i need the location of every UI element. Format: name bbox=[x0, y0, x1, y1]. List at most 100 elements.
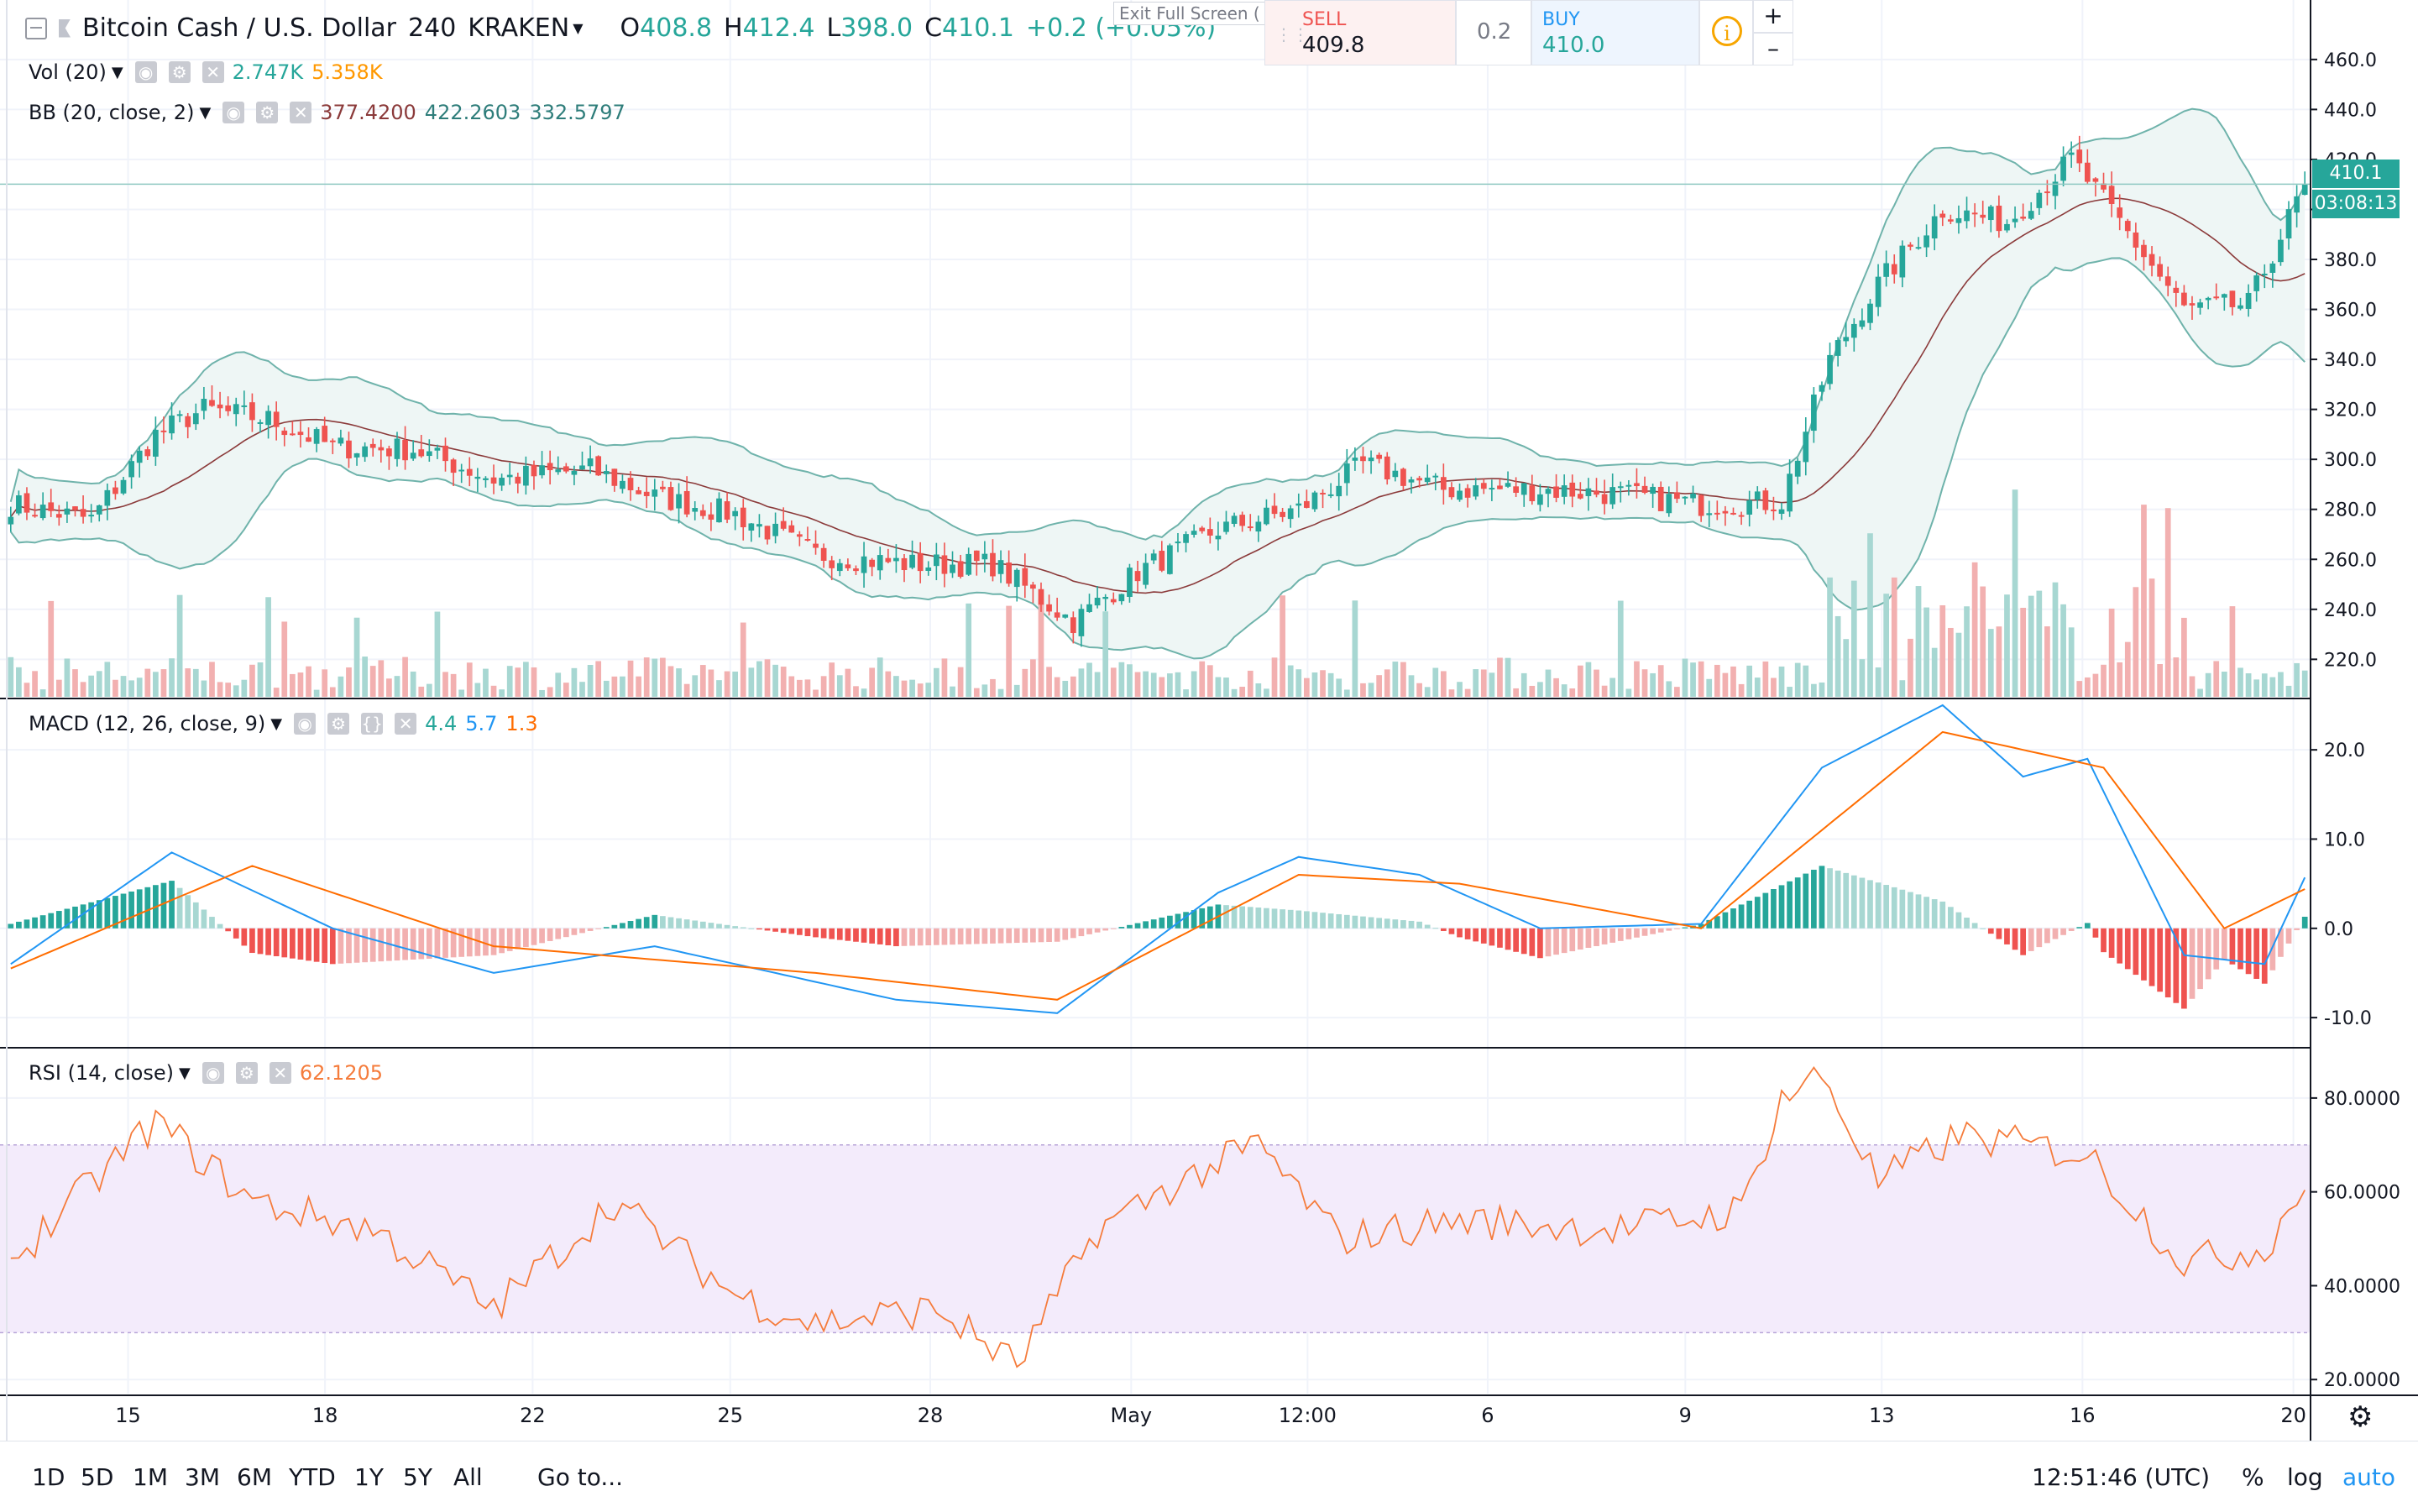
range-button-3m[interactable]: 3M bbox=[185, 1463, 220, 1491]
drag-handle-icon[interactable]: ⋮⋮ bbox=[1275, 24, 1309, 44]
volume-bar bbox=[1819, 682, 1825, 697]
macd-histogram-bar bbox=[8, 923, 14, 929]
eye-icon[interactable]: ◉ bbox=[202, 1062, 224, 1084]
macd-legend[interactable]: MACD (12, 26, close, 9) ▼ ◉ ⚙ {} ✕ 4.4 5.7 1… bbox=[29, 712, 538, 735]
vol-legend[interactable]: Vol (20) ▼ ◉ ⚙ ✕ 2.747K 5.358K bbox=[29, 60, 383, 84]
percent-toggle[interactable]: % bbox=[2242, 1463, 2264, 1491]
macd-histogram-bar bbox=[241, 928, 248, 946]
zoom-in-button[interactable]: + bbox=[1753, 0, 1793, 33]
gear-icon[interactable]: ⚙ bbox=[327, 713, 350, 735]
macd-histogram-bar bbox=[32, 917, 38, 929]
range-button-5d[interactable]: 5D bbox=[81, 1463, 114, 1491]
candle-body bbox=[1601, 494, 1608, 505]
candle-body bbox=[2164, 276, 2171, 286]
volume-bar bbox=[2052, 582, 2059, 697]
candle-body bbox=[265, 411, 271, 426]
y-tick-label: 440.0 bbox=[2324, 100, 2377, 121]
candle-body bbox=[1923, 235, 1929, 248]
buy-button[interactable]: BUY 410.0 bbox=[1531, 0, 1699, 65]
macd-histogram-bar bbox=[603, 927, 610, 929]
auto-toggle[interactable]: auto bbox=[2342, 1463, 2396, 1491]
plus-icon: + bbox=[1763, 2, 1783, 29]
candle-body bbox=[1038, 589, 1044, 605]
candle-body bbox=[957, 561, 964, 578]
range-button-1d[interactable]: 1D bbox=[32, 1463, 65, 1491]
chevron-down-icon[interactable]: ▼ bbox=[270, 714, 283, 733]
exchange[interactable]: KRAKEN bbox=[468, 13, 570, 43]
candle-body bbox=[716, 498, 722, 523]
close-icon[interactable]: ✕ bbox=[269, 1062, 291, 1084]
volume-bar bbox=[531, 667, 537, 697]
macd-histogram-bar bbox=[2108, 928, 2115, 958]
chevron-down-icon[interactable]: ▼ bbox=[573, 20, 584, 36]
close-icon[interactable]: ✕ bbox=[395, 713, 417, 735]
volume-bar bbox=[378, 660, 385, 697]
macd-histogram-bar bbox=[281, 928, 288, 958]
log-toggle[interactable]: log bbox=[2287, 1463, 2323, 1491]
volume-bar bbox=[1520, 672, 1527, 697]
volume-bar bbox=[1617, 600, 1624, 697]
chevron-down-icon[interactable]: ▼ bbox=[178, 1064, 191, 1082]
x-tick-label: 16 bbox=[2070, 1404, 2096, 1427]
rsi-y-tick-label: 20.0000 bbox=[2324, 1370, 2400, 1391]
macd-histogram-bar bbox=[2060, 928, 2066, 935]
macd-histogram-bar bbox=[192, 902, 199, 929]
candle-body bbox=[1827, 354, 1833, 385]
chevron-down-icon[interactable]: ▼ bbox=[111, 63, 123, 81]
range-button-all[interactable]: All bbox=[453, 1463, 483, 1491]
candle-body bbox=[96, 505, 102, 515]
range-button-ytd[interactable]: YTD bbox=[289, 1463, 336, 1491]
close-icon[interactable]: ✕ bbox=[202, 61, 224, 83]
gear-icon[interactable]: ⚙ bbox=[168, 61, 191, 83]
volume-bar bbox=[1698, 661, 1704, 697]
volume-bar bbox=[1875, 667, 1882, 697]
info-button[interactable]: i bbox=[1699, 0, 1753, 65]
braces-icon[interactable]: {} bbox=[361, 713, 384, 735]
volume-bar bbox=[1883, 594, 1890, 697]
bar-countdown: 03:08:13 bbox=[2312, 190, 2400, 218]
candle-body bbox=[539, 465, 545, 476]
range-button-6m[interactable]: 6M bbox=[237, 1463, 272, 1491]
macd-histogram-bar bbox=[2285, 928, 2292, 944]
volume-bar bbox=[233, 685, 239, 697]
goto-button[interactable]: Go to... bbox=[537, 1463, 624, 1491]
volume-bar bbox=[1143, 671, 1149, 697]
macd-histogram-bar bbox=[1054, 928, 1060, 942]
minus-icon: – bbox=[1767, 34, 1779, 62]
range-button-1m[interactable]: 1M bbox=[133, 1463, 168, 1491]
gear-icon[interactable]: ⚙ bbox=[256, 102, 279, 123]
exit-fullscreen-tip[interactable]: Exit Full Screen ( bbox=[1113, 2, 1266, 25]
eye-icon[interactable]: ◉ bbox=[222, 102, 245, 123]
macd-histogram-bar bbox=[362, 928, 368, 963]
symbol-name[interactable]: Bitcoin Cash / U.S. Dollar bbox=[82, 13, 397, 43]
buy-label: BUY bbox=[1542, 9, 1580, 30]
volume-bar bbox=[1634, 661, 1640, 697]
chevron-down-icon[interactable]: ▼ bbox=[199, 103, 212, 122]
macd-histogram-bar bbox=[1118, 927, 1125, 929]
volume-bar bbox=[72, 669, 78, 697]
bb-legend[interactable]: BB (20, close, 2) ▼ ◉ ⚙ ✕ 377.4200 422.2603… bbox=[29, 101, 625, 124]
interval[interactable]: 240 bbox=[408, 13, 457, 43]
spread-box: 0.2 bbox=[1456, 0, 1531, 65]
range-button-1y[interactable]: 1Y bbox=[354, 1463, 384, 1491]
macd-histogram-bar bbox=[410, 928, 416, 960]
volume-bar bbox=[1134, 672, 1141, 697]
settings-gear-icon[interactable]: ⚙ bbox=[2347, 1400, 2374, 1434]
bottom-toolbar: 1D 5D 1M 3M 6M YTD 1Y 5Y All Go to... 12:51:46 (… bbox=[0, 1441, 2418, 1512]
macd-histogram-bar bbox=[724, 924, 730, 929]
candle-body bbox=[1424, 477, 1431, 483]
volume-bar bbox=[997, 688, 1004, 697]
range-button-5y[interactable]: 5Y bbox=[403, 1463, 432, 1491]
eye-icon[interactable]: ◉ bbox=[134, 61, 157, 83]
collapse-icon[interactable] bbox=[25, 17, 47, 39]
gear-icon[interactable]: ⚙ bbox=[235, 1062, 258, 1084]
close-icon[interactable]: ✕ bbox=[290, 102, 312, 123]
macd-histogram-bar bbox=[652, 914, 658, 929]
eye-icon[interactable]: ◉ bbox=[294, 713, 317, 735]
sell-button[interactable]: SELL 409.8 ⋮⋮ bbox=[1264, 0, 1456, 65]
candle-body bbox=[660, 486, 666, 489]
volume-bar bbox=[1650, 672, 1656, 697]
zoom-out-button[interactable]: – bbox=[1753, 33, 1793, 65]
rsi-legend[interactable]: RSI (14, close) ▼ ◉ ⚙ ✕ 62.1205 bbox=[29, 1061, 383, 1085]
